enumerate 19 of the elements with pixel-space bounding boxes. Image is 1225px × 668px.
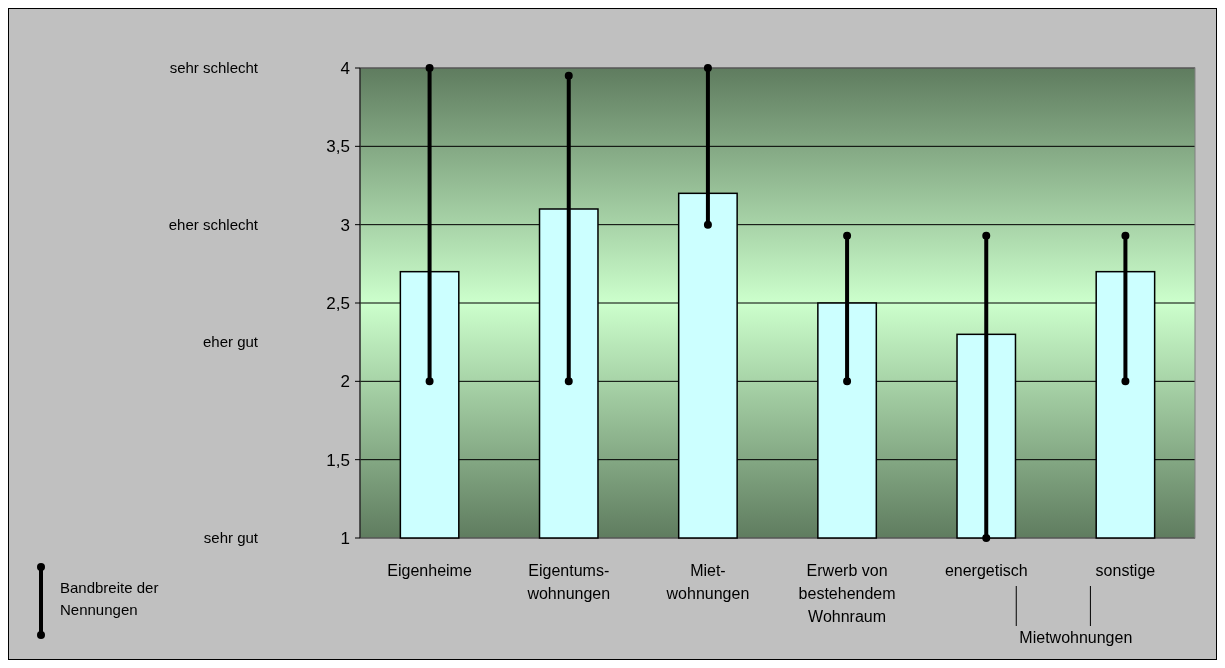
x-tick-label: Erwerb von bestehendem Wohnraum — [798, 562, 896, 625]
y-tick-label: 1,5 — [326, 450, 350, 470]
text: sehr gut — [203, 529, 259, 547]
text: Mietwohnungen — [1019, 629, 1133, 646]
text: eher schlecht — [168, 215, 259, 233]
text: sehr schlecht — [169, 59, 259, 77]
y-tick-label: 3,5 — [326, 137, 350, 157]
text: Bandbreite der Nennungen — [60, 579, 159, 618]
y-tick-label: 1 — [340, 528, 350, 548]
x-tick-label: Eigentums- wohnungen — [526, 562, 611, 602]
y-tick-label: 3 — [340, 215, 350, 235]
x-tick-label: Miet- wohnungen — [665, 562, 750, 602]
x-tick-label: Eigenheime — [387, 562, 472, 579]
y-tick-label: 2,5 — [326, 293, 350, 313]
y-tick-label: 4 — [340, 58, 350, 78]
x-tick-label: sonstige — [1095, 562, 1156, 579]
y-tick-label: 2 — [340, 372, 350, 392]
x-tick-label: energetisch — [944, 562, 1028, 579]
text: eher gut — [202, 333, 259, 351]
